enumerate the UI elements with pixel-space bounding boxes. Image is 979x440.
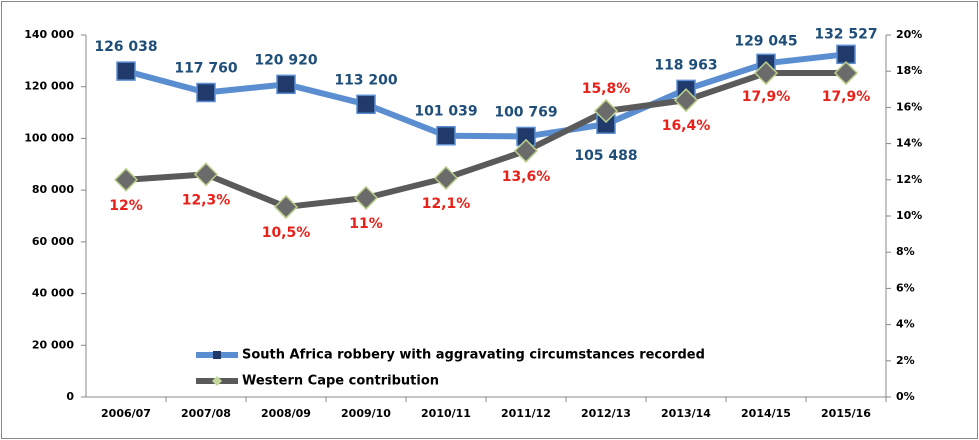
data-label: 17,9% bbox=[822, 89, 871, 105]
y2-tick-label: 20% bbox=[896, 28, 922, 41]
y-tick-label: 120 000 bbox=[24, 80, 74, 93]
data-label: 101 039 bbox=[414, 104, 477, 120]
data-label: 117 760 bbox=[174, 61, 238, 77]
data-label: 15,8% bbox=[582, 81, 631, 97]
series-line bbox=[125, 51, 847, 140]
x-tick-label: 2015/16 bbox=[821, 407, 871, 420]
x-tick-label: 2014/15 bbox=[741, 407, 791, 420]
marker bbox=[193, 162, 219, 187]
marker bbox=[833, 60, 859, 86]
marker bbox=[753, 60, 779, 86]
x-tick-label: 2006/07 bbox=[101, 407, 151, 420]
data-label: 12,1% bbox=[422, 196, 471, 212]
marker bbox=[273, 194, 299, 220]
y2-tick-label: 0% bbox=[896, 390, 915, 403]
marker bbox=[433, 165, 459, 191]
marker bbox=[196, 82, 216, 103]
data-label: 132 527 bbox=[814, 26, 877, 42]
y-tick-label: 0 bbox=[66, 390, 74, 403]
data-label: 118 963 bbox=[654, 57, 717, 73]
marker bbox=[276, 74, 296, 95]
marker bbox=[673, 88, 699, 113]
x-tick-label: 2010/11 bbox=[421, 407, 471, 420]
data-label: 17,9% bbox=[742, 89, 791, 105]
marker bbox=[116, 61, 136, 81]
data-label: 12,3% bbox=[182, 192, 231, 208]
y2-tick-label: 12% bbox=[896, 173, 922, 186]
marker bbox=[513, 138, 539, 163]
data-label: 12% bbox=[109, 198, 143, 214]
y-tick-label: 40 000 bbox=[32, 287, 74, 300]
y2-tick-label: 18% bbox=[896, 64, 922, 77]
data-label: 10,5% bbox=[262, 225, 311, 241]
data-label: 129 045 bbox=[734, 33, 797, 49]
legend-marker bbox=[213, 351, 221, 359]
marker bbox=[593, 98, 619, 124]
data-label: 126 038 bbox=[94, 39, 157, 55]
marker bbox=[356, 94, 376, 115]
data-label: 120 920 bbox=[254, 52, 318, 68]
data-label: 100 769 bbox=[494, 104, 557, 120]
y2-tick-label: 2% bbox=[896, 354, 915, 367]
x-tick-label: 2008/09 bbox=[261, 407, 311, 420]
x-tick-label: 2013/14 bbox=[661, 407, 711, 420]
y-tick-label: 60 000 bbox=[32, 235, 74, 248]
x-tick-label: 2012/13 bbox=[581, 407, 631, 420]
x-tick-label: 2009/10 bbox=[341, 407, 391, 420]
x-tick-label: 2011/12 bbox=[501, 407, 551, 420]
data-label: 105 488 bbox=[574, 148, 637, 164]
data-label: 113 200 bbox=[334, 72, 398, 88]
marker bbox=[113, 167, 139, 192]
data-label: 13,6% bbox=[502, 169, 551, 185]
y-tick-label: 20 000 bbox=[32, 338, 74, 351]
data-label: 11% bbox=[349, 216, 383, 232]
legend-marker bbox=[212, 376, 222, 386]
series-line bbox=[125, 70, 846, 210]
y2-tick-label: 6% bbox=[896, 281, 915, 294]
marker bbox=[836, 44, 856, 65]
y-tick-label: 100 000 bbox=[24, 131, 74, 144]
data-label: 16,4% bbox=[662, 118, 711, 134]
y-tick-label: 140 000 bbox=[24, 28, 74, 41]
legend-label: Western Cape contribution bbox=[242, 374, 439, 389]
y2-tick-label: 8% bbox=[896, 245, 915, 258]
marker bbox=[436, 125, 456, 146]
y2-tick-label: 4% bbox=[896, 318, 915, 331]
y2-tick-label: 16% bbox=[896, 100, 922, 113]
y-tick-label: 80 000 bbox=[32, 183, 74, 196]
x-tick-label: 2007/08 bbox=[181, 407, 231, 420]
marker bbox=[353, 185, 379, 210]
legend-label: South Africa robbery with aggravating ci… bbox=[242, 348, 705, 363]
y2-tick-label: 14% bbox=[896, 137, 922, 150]
y2-tick-label: 10% bbox=[896, 209, 922, 222]
